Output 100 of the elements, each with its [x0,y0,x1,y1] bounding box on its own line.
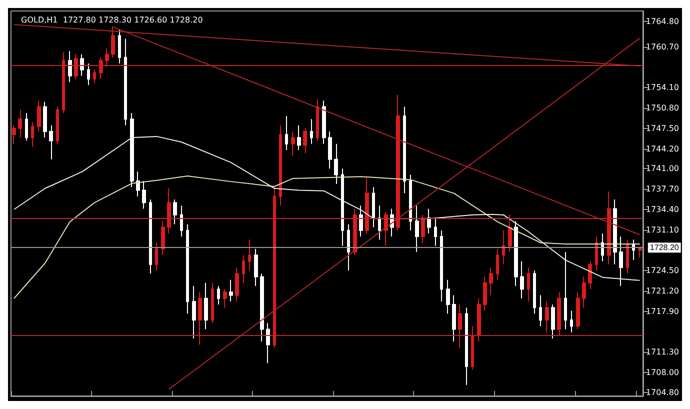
y-tick-label: 1708.00 [646,368,680,378]
candlestick [43,101,47,138]
candlestick [118,29,121,64]
candlestick [434,218,437,246]
candlestick [334,143,338,185]
candlestick [446,279,450,314]
candlestick [25,112,28,142]
candlestick [248,239,251,272]
candlestick [229,279,233,302]
y-tick-label: 1721.20 [646,286,680,296]
candlestick [130,112,134,188]
candlestick [37,100,41,132]
candlestick [105,48,109,68]
candlestick [347,224,350,272]
candlestick [99,56,103,80]
line-series [14,136,640,281]
candlestick [545,300,549,333]
text: GOLD,H1 1727.80 1728.30 1726.60 1728.20 [21,16,203,24]
candlestick [167,188,171,234]
candlestick [310,118,313,144]
y-tick-label: 1744.20 [646,144,680,154]
candlestick [588,260,592,290]
candlestick [192,286,196,340]
candlestick [619,236,623,286]
candlestick [49,124,53,160]
candlestick [56,106,59,144]
candlestick [557,292,561,336]
candlestick [211,282,214,324]
candlestick [471,326,474,370]
candlestick [465,307,468,386]
candlestick [297,124,301,151]
candlestick [266,322,270,364]
candlestick [217,286,220,306]
y-tick-label: 1741.00 [646,164,680,174]
candlestick [539,294,542,327]
y-tick-label: 1764.80 [646,17,680,26]
candlestick [142,180,146,210]
candlestick [204,282,208,330]
candlestick [533,270,536,314]
candlestick [576,292,580,330]
candlestick [155,242,158,272]
candlestick [601,232,604,262]
candlestick [613,198,617,265]
candlestick [80,54,84,76]
candlestick [12,124,16,144]
candlestick [409,174,412,231]
candlestick [372,186,375,228]
y-tick-label: 1760.70 [646,42,680,52]
candlestick [173,198,177,225]
y-tick-label: 1750.80 [646,104,680,113]
candlestick [279,124,282,206]
candlestick [62,52,65,114]
candlestick [254,248,258,286]
candlestick [440,230,443,302]
candlestick [396,94,400,231]
candlestick [595,236,598,272]
candlestick [260,273,264,342]
candlestick [235,266,239,302]
ref-line-label: 1728.20 [650,243,680,252]
candlestick [87,63,90,86]
candlestick [18,109,22,138]
candlestick [124,38,127,126]
y-tick-label: 1731.10 [646,225,680,234]
candlestick [514,220,518,286]
candlestick [403,106,406,194]
candlestick [93,69,96,84]
candlestick [378,205,381,240]
candlestick [415,205,419,253]
candlestick [508,214,512,253]
candlestick [285,116,288,151]
candlestick [161,220,165,256]
candlestick [198,292,202,346]
candlestick [489,266,493,296]
candlestick [626,239,629,274]
candlestick [273,186,276,348]
candlestick [421,214,425,244]
y-tick-label: 1747.50 [646,124,680,133]
candlestick [316,98,319,142]
candlestick [496,248,499,280]
line-series [14,176,640,299]
candlestick [452,294,456,342]
candlestick [502,230,505,265]
candlestick [551,304,555,340]
y-tick-label: 1734.40 [646,204,680,214]
candlestick [564,252,567,330]
y-tick-label: 1724.50 [646,266,680,276]
candlestick [638,246,642,258]
candlestick [322,100,326,144]
y-tick-label: 1717.90 [646,306,680,316]
y-tick-label: 1737.70 [646,184,680,194]
candlestick [180,205,183,238]
candlestick [607,190,611,265]
candlestick [427,208,431,234]
y-tick-label: 1754.10 [646,83,680,92]
candlestick [520,260,524,299]
candlestick [359,205,363,238]
y-tick-label: 1704.80 [646,388,680,397]
candlestick [149,198,152,274]
candlestick [303,128,307,154]
candlestick [477,298,481,342]
